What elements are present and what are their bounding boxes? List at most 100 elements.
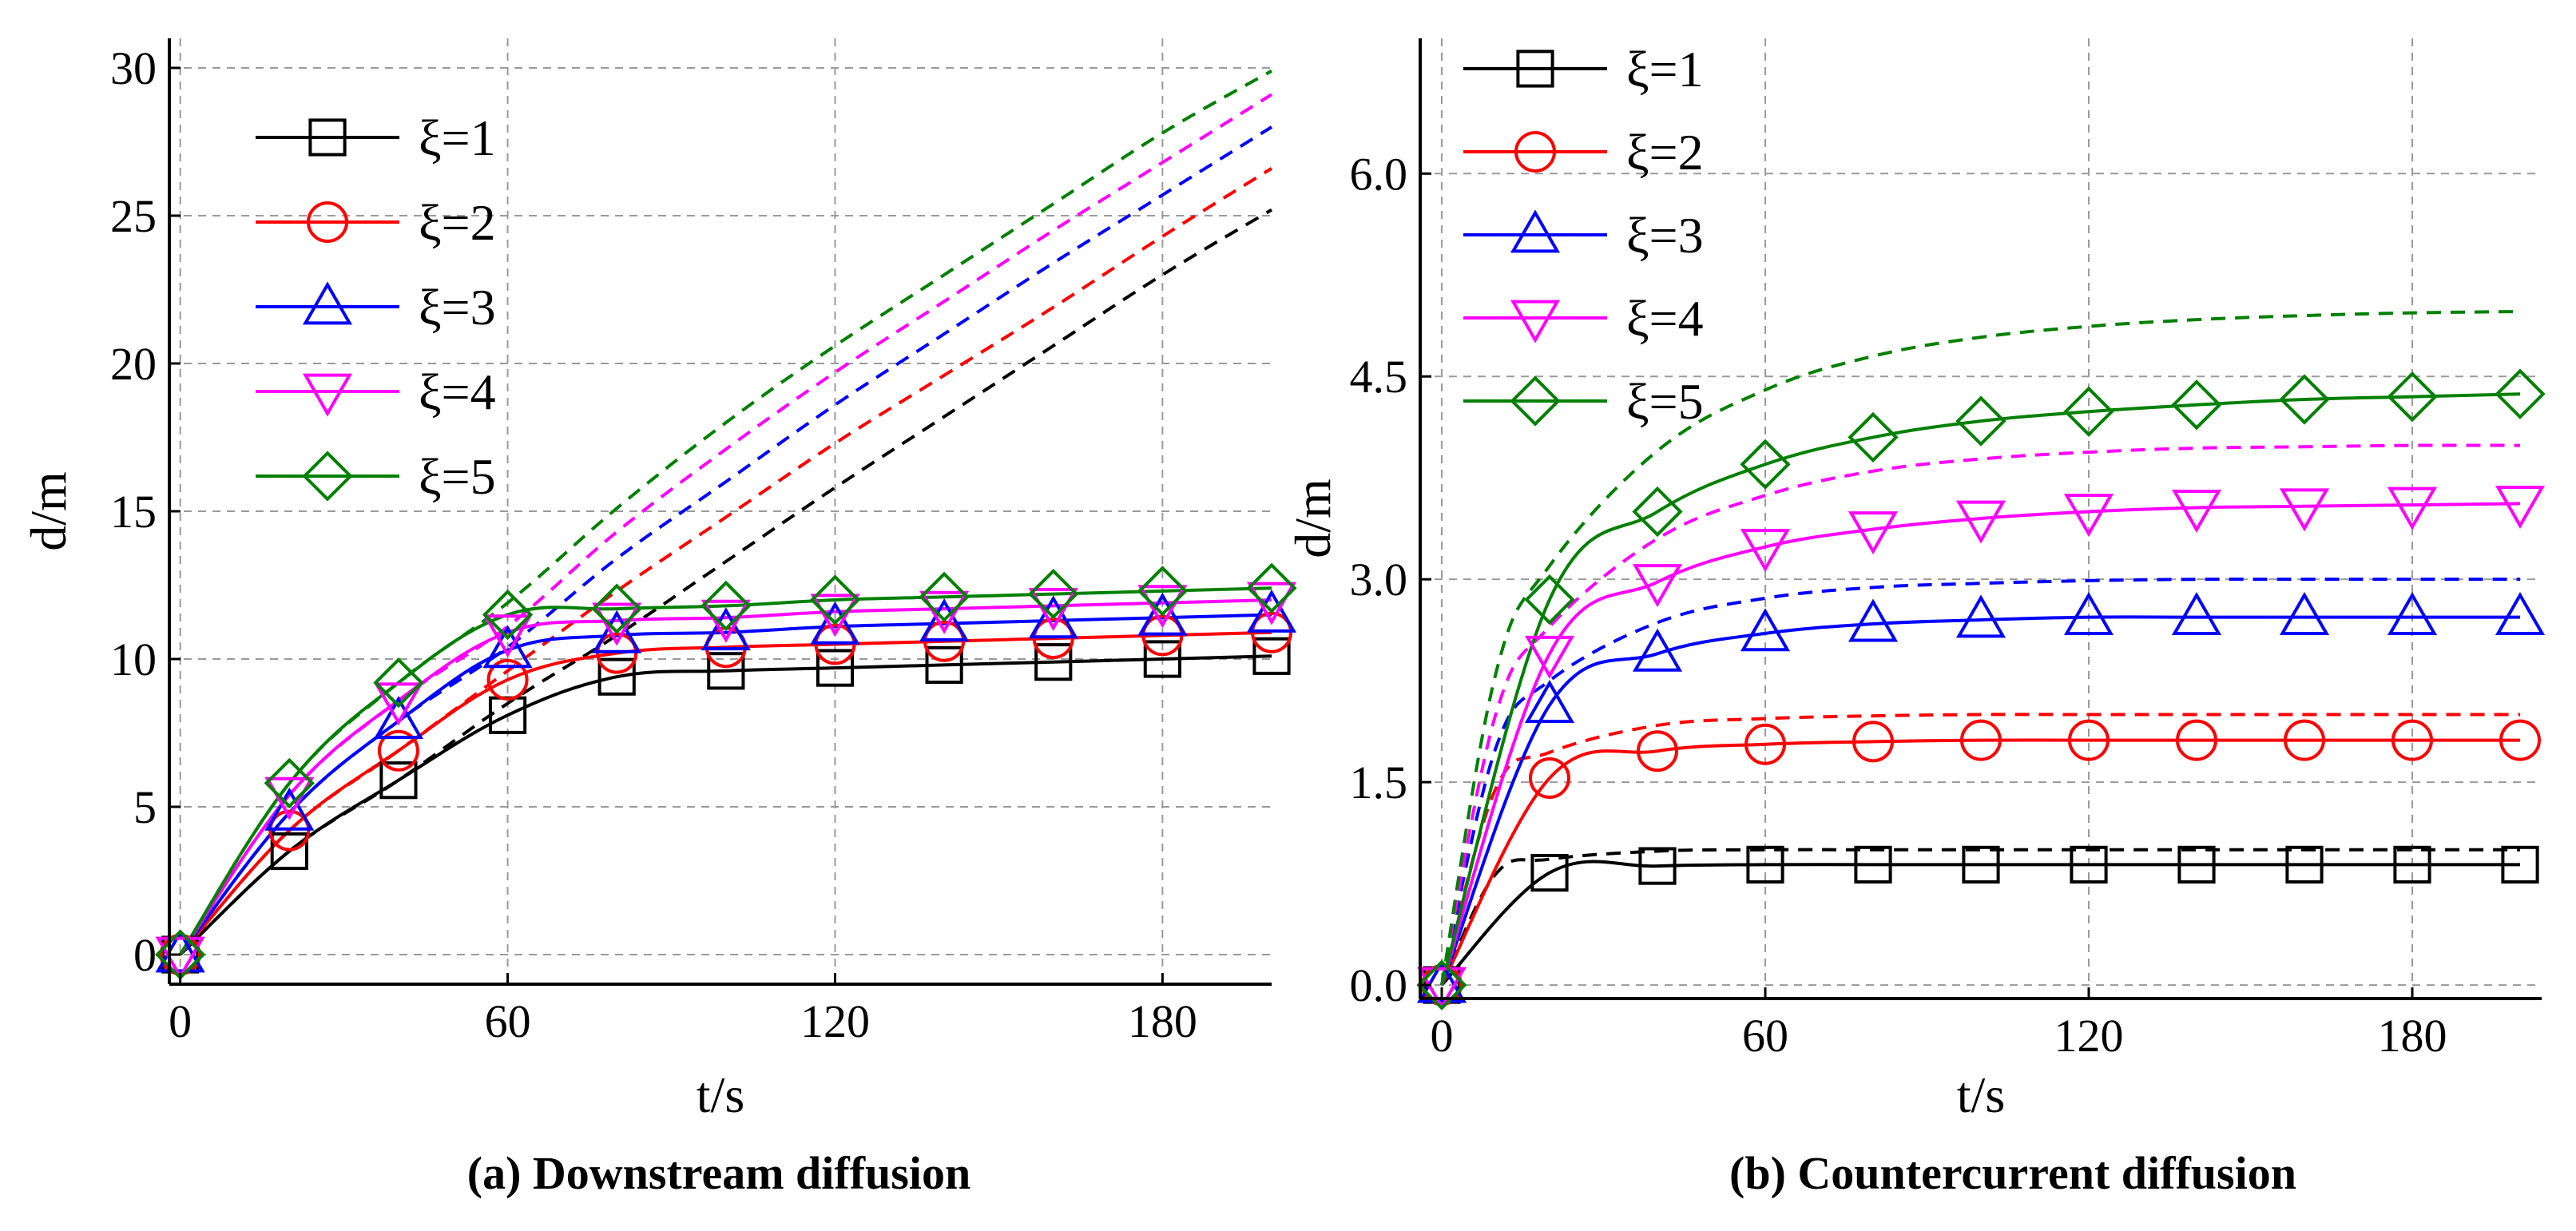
b-dashed-line-2 <box>1440 713 2520 986</box>
b-legend-marker-3 <box>1510 209 1561 253</box>
a-y-tick-label-2: 10 <box>110 633 157 685</box>
a-marker-5-2 <box>373 657 424 709</box>
b-marker-5-0 <box>1416 959 1467 1011</box>
b-y-tick-label-3: 4.5 <box>1350 351 1408 403</box>
b-marker-2-3 <box>1744 723 1786 765</box>
a-legend-label-3: ξ=3 <box>419 279 496 336</box>
a-x-tick-label-3: 180 <box>1128 995 1197 1047</box>
a-marker-3-5 <box>701 607 751 651</box>
a-marker-2-2 <box>377 729 419 772</box>
b-x-tick-label-1: 60 <box>1742 1010 1788 1062</box>
b-marker-3-0 <box>1416 959 1467 1003</box>
b-y-tick-label-4: 6.0 <box>1350 148 1408 200</box>
a-legend-marker-5 <box>302 451 353 502</box>
b-marker-2-10 <box>2499 719 2541 761</box>
b-marker-2-8 <box>2284 719 2325 761</box>
b-y-tick-label-2: 3.0 <box>1350 554 1408 606</box>
a-dashed-line-3 <box>179 125 1273 956</box>
panel-a-axes <box>168 38 1272 986</box>
a-marker-4-3 <box>482 614 533 658</box>
b-solid-line-4 <box>1440 502 2521 986</box>
panel-b-markers <box>1416 368 2546 1011</box>
a-marker-4-9 <box>1137 585 1188 629</box>
a-marker-1-6 <box>816 649 855 687</box>
a-marker-1-8 <box>1034 643 1073 681</box>
b-marker-3-5 <box>1955 594 2006 638</box>
b-legend-marker-5 <box>1510 375 1561 427</box>
b-y-tick-label-1: 1.5 <box>1350 756 1408 808</box>
a-marker-5-9 <box>1137 566 1188 617</box>
b-marker-2-5 <box>1960 719 2002 761</box>
b-legend-marker-1 <box>1516 50 1554 88</box>
a-legend-marker-3 <box>302 281 353 325</box>
panel-a-tick-labels: 0 60 120 180 0 5 10 15 20 25 30 <box>110 42 1197 1047</box>
b-dashed-line-3 <box>1440 578 2520 986</box>
b-marker-5-5 <box>1955 395 2006 447</box>
b-dashed-line-5 <box>1440 309 2521 986</box>
a-marker-3-3 <box>482 625 533 669</box>
b-marker-1-7 <box>2177 845 2216 884</box>
b-x-tick-label-0: 0 <box>1431 1010 1454 1062</box>
panel-b-solid-lines <box>1440 392 2521 987</box>
b-legend-marker-4 <box>1510 300 1561 343</box>
b-marker-2-4 <box>1852 721 1894 763</box>
b-marker-1-1 <box>1530 853 1569 892</box>
panel-b-tick-labels: 0 60 120 180 0.0 1.5 3.0 4.5 6.0 <box>1350 148 2447 1062</box>
b-dashed-line-1 <box>1440 848 2520 986</box>
panel-b-legend: ξ=1 ξ=2 ξ=3 ξ=4 ξ=5 <box>1463 41 1704 430</box>
b-marker-3-3 <box>1740 608 1791 652</box>
a-solid-line-4 <box>179 598 1272 956</box>
b-marker-5-2 <box>1632 486 1683 538</box>
a-legend-label-5: ξ=5 <box>419 448 496 505</box>
b-marker-5-3 <box>1740 439 1791 490</box>
a-marker-5-6 <box>809 574 861 625</box>
b-marker-3-2 <box>1632 628 1683 672</box>
b-dashed-line-4 <box>1440 443 2521 986</box>
panel-b-caption: (b) Countercurrent diffusion <box>1729 1147 2296 1199</box>
b-marker-1-8 <box>2285 845 2324 884</box>
a-marker-3-7 <box>919 598 970 641</box>
a-marker-3-8 <box>1028 595 1078 639</box>
b-marker-1-9 <box>2393 845 2431 884</box>
b-marker-5-6 <box>2063 386 2114 437</box>
a-x-tick-label-2: 120 <box>800 995 870 1047</box>
panel-b-x-axis-label: t/s <box>1957 1066 2005 1123</box>
panel-b-grid <box>1420 38 2542 999</box>
b-x-tick-label-3: 180 <box>2378 1010 2447 1062</box>
a-marker-4-4 <box>592 602 642 646</box>
panel-b-y-axis-label: d/m <box>1284 479 1341 558</box>
a-marker-1-4 <box>597 657 636 696</box>
b-marker-2-6 <box>2068 719 2110 761</box>
b-solid-line-3 <box>1440 615 2520 986</box>
b-marker-3-6 <box>2063 591 2114 635</box>
b-solid-line-1 <box>1440 860 2520 987</box>
panel-a-y-axis-label: d/m <box>20 471 77 551</box>
b-marker-1-6 <box>2070 845 2108 884</box>
a-marker-5-3 <box>482 589 534 641</box>
panel-b-dashed-lines <box>1440 309 2521 986</box>
a-marker-5-4 <box>591 583 642 634</box>
a-marker-3-1 <box>264 787 315 831</box>
panel-a-x-axis-label: t/s <box>697 1066 744 1123</box>
a-marker-3-9 <box>1137 592 1188 636</box>
panel-b-axes <box>1419 38 2542 1000</box>
a-marker-1-10 <box>1252 637 1291 675</box>
a-legend-marker-1 <box>308 118 347 157</box>
b-marker-4-5 <box>1955 500 2006 544</box>
a-marker-1-1 <box>270 832 308 871</box>
a-legend-marker-4 <box>302 373 353 417</box>
b-marker-3-1 <box>1524 680 1575 724</box>
a-y-tick-label-6: 30 <box>110 42 157 94</box>
a-solid-line-3 <box>179 613 1272 956</box>
a-marker-5-10 <box>1246 562 1297 614</box>
b-marker-4-9 <box>2387 486 2438 530</box>
b-marker-1-10 <box>2501 845 2539 884</box>
a-legend-marker-2 <box>307 201 348 243</box>
b-legend-label-3: ξ=3 <box>1626 207 1704 264</box>
b-marker-5-4 <box>1848 411 1899 463</box>
a-marker-5-7 <box>919 571 970 622</box>
panel-a-grid <box>169 38 1272 984</box>
b-marker-4-2 <box>1632 564 1683 608</box>
b-marker-4-6 <box>2063 494 2114 538</box>
